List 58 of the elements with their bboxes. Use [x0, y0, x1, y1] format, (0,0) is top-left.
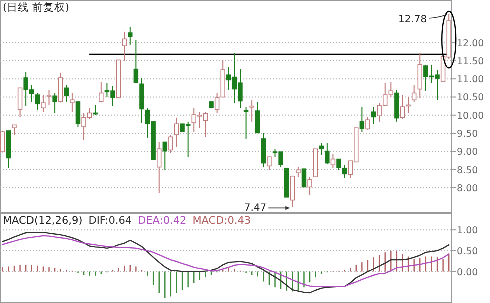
chart-title: (日线 前复权) [3, 1, 70, 14]
candlestick [168, 134, 174, 154]
candlestick [366, 116, 370, 130]
y-tick-label: 0.50 [457, 246, 478, 258]
candlestick [128, 26, 133, 46]
text: DEA:0.42 [138, 215, 187, 227]
y-tick-label: 11.00 [457, 74, 484, 86]
candlestick [406, 96, 411, 114]
y-tick-label: 1.00 [457, 226, 478, 237]
candlestick [46, 89, 52, 106]
candlestick [156, 142, 162, 194]
series-label: DIF:0.64 [88, 215, 132, 227]
y-tick-label: 8.50 [457, 165, 478, 176]
candlestick [360, 106, 365, 133]
y-tick-label: 12.00 [457, 38, 484, 50]
y-tick-label: 8.00 [457, 183, 478, 194]
candlestick [134, 40, 139, 84]
candlestick [250, 100, 254, 122]
candlestick [330, 154, 336, 169]
candlestick [214, 92, 220, 114]
line-series [2, 235, 450, 288]
candlestick [52, 92, 58, 114]
candlestick [325, 142, 330, 165]
annotation: 12.78 [398, 14, 428, 26]
candlestick [319, 142, 324, 156]
candlestick [174, 117, 180, 148]
candlestick [58, 72, 64, 104]
candlestick [93, 104, 98, 116]
candlestick [290, 176, 296, 208]
candlestick [400, 94, 406, 120]
candlestick [70, 92, 75, 113]
candlestick [371, 106, 376, 125]
candlestick [302, 168, 307, 188]
candlestick [35, 92, 40, 110]
candlestick [267, 156, 272, 171]
text: MACD:0.43 [192, 215, 252, 227]
candlestick [99, 82, 104, 104]
candlestick [308, 176, 312, 196]
candlestick [76, 101, 81, 128]
y-tick-label: 9.50 [457, 129, 478, 140]
y-tick-label: 0.00 [457, 267, 478, 278]
candlestick [12, 124, 17, 136]
candlestick [18, 88, 23, 118]
chart-title: MACD(12,26,9) [3, 215, 83, 227]
candlestick [41, 94, 46, 113]
candlestick [412, 84, 417, 102]
candlestick [256, 101, 260, 134]
annotation: 7.47 [244, 203, 267, 214]
y-tick-label: 9.00 [457, 147, 478, 158]
candlestick [64, 84, 70, 102]
y-tick-label: 11.50 [457, 56, 484, 68]
line-series [2, 232, 450, 294]
candlestick [122, 31, 127, 62]
y-tick-label: 10.50 [457, 92, 484, 104]
candlestick [162, 142, 168, 171]
y-tick-label: 10.00 [457, 110, 484, 122]
candlestick [296, 166, 301, 178]
candlestick [0, 130, 6, 154]
